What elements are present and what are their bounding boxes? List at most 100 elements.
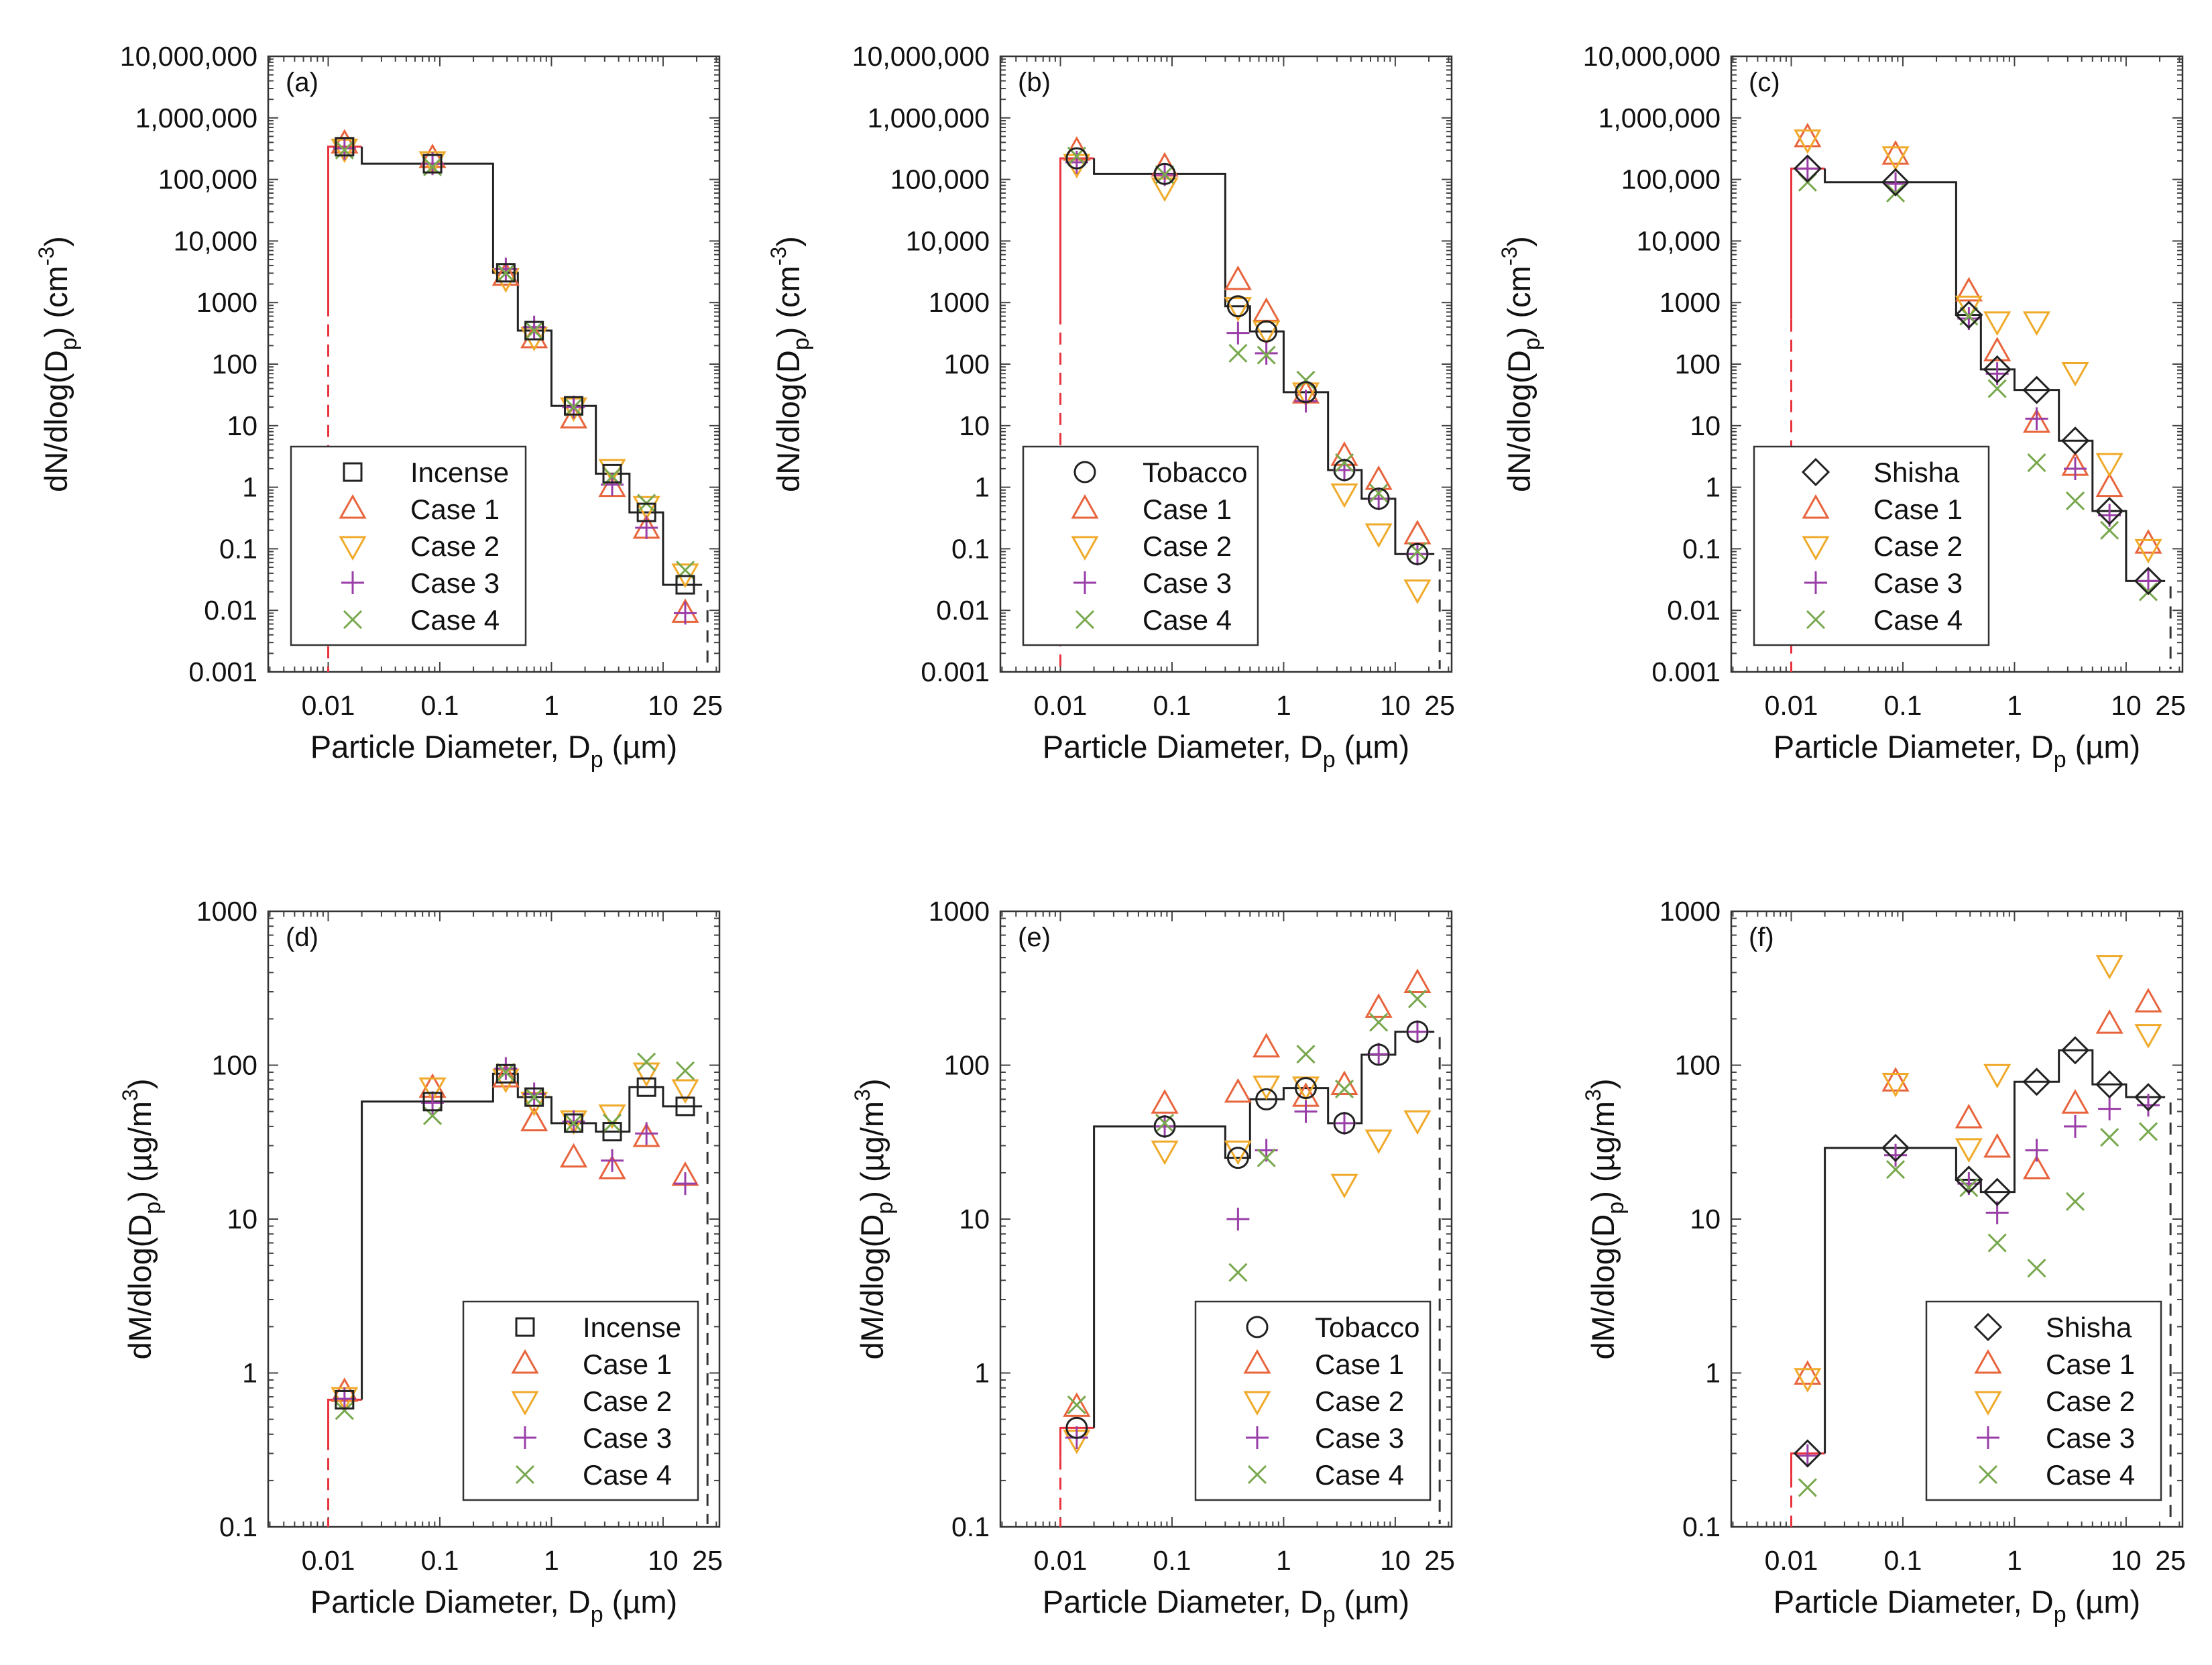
x-tick-label: 0.1 (420, 1545, 459, 1576)
legend-entry: Case 4 (1247, 1459, 1404, 1491)
legend-label: Case 3 (2046, 1422, 2135, 1454)
data-point (418, 1077, 447, 1102)
data-point (524, 1088, 544, 1107)
data-point (2061, 361, 2089, 387)
legend-label: Case 2 (2046, 1385, 2135, 1417)
data-point (1959, 1178, 1979, 1198)
data-point (1296, 370, 1316, 390)
panel-b: 0.01 0.1 1 10 2510,000,0001,000,000100,00010… (766, 41, 1455, 772)
y-tick-label: 1000 (1660, 896, 1721, 927)
data-point (1798, 1478, 1817, 1497)
y-axis-label: dM/dlog(Dp) (µg/m3) (1581, 1079, 1629, 1360)
y-tick-label: 1,000,000 (868, 103, 990, 133)
legend-entry: Incense (515, 1312, 681, 1343)
data-point (632, 496, 660, 521)
y-axis-label: dN/dlog(Dp) (cm-3) (1497, 236, 1545, 492)
y-tick-label: 0.01 (936, 595, 990, 626)
legend-label: Shisha (1873, 457, 1960, 488)
legend-marker (1801, 457, 1830, 487)
legend-label: Case 2 (1315, 1385, 1404, 1417)
legend: Tobacco Case 1 Case 2 Case 3 Case 4 (1022, 445, 1259, 646)
data-point (1885, 183, 1906, 203)
data-point (632, 1122, 660, 1147)
data-point (2027, 453, 2046, 473)
data-point (1226, 1208, 1250, 1230)
y-tick-label: 10,000 (1637, 225, 1721, 256)
legend-box (290, 445, 527, 646)
data-point (636, 1077, 656, 1097)
legend-marker (1071, 494, 1099, 519)
legend-entry: Case 4 (1806, 604, 1963, 636)
data-point (2138, 1122, 2158, 1141)
data-point (1367, 487, 1390, 510)
x-tick-label: 0.01 (302, 1545, 355, 1576)
data-point (1881, 146, 1910, 171)
x-tick-label: 0.01 (302, 690, 355, 721)
data-point (496, 263, 516, 283)
data-point (524, 321, 544, 341)
data-point (1367, 487, 1391, 510)
legend-entry: Case 3 (1073, 567, 1232, 599)
first-bin-step (1059, 1426, 1094, 1458)
data-point (1884, 172, 1908, 196)
data-point (491, 1063, 520, 1088)
legend-marker (1243, 1391, 1271, 1416)
data-point (1884, 1143, 1908, 1167)
y-axis-label: dN/dlog(Dp) (cm-3) (34, 236, 82, 492)
plot-frame (1730, 55, 2184, 673)
x-axis-label: Particle Diameter, Dp (µm) (310, 729, 677, 772)
y-tick-label: 1,000,000 (135, 103, 257, 133)
legend-marker (343, 462, 363, 482)
data-point (1794, 129, 1822, 154)
legend-marker (1806, 610, 1826, 630)
legend-entry: Shisha (1973, 1312, 2132, 1343)
legend-label: Case 3 (410, 567, 500, 599)
panel-label: (c) (1749, 68, 1780, 97)
y-tick-label: 10 (1690, 1204, 1721, 1235)
legend-box (1925, 1300, 2162, 1501)
data-point (559, 1143, 588, 1168)
legend-label: Case 2 (583, 1385, 672, 1417)
data-point (1224, 1078, 1252, 1103)
x-tick-label: 0.01 (1765, 690, 1818, 721)
data-point (524, 321, 544, 341)
axis-ticks (268, 911, 719, 1528)
x-tick-label: 0.1 (420, 690, 459, 721)
legend-box (462, 1300, 699, 1501)
data-point (1330, 1173, 1358, 1199)
legend: Tobacco Case 1 Case 2 Case 3 Case 4 (1194, 1300, 1432, 1501)
x-tick-label: 10 (1380, 690, 1411, 721)
data-point (496, 1064, 516, 1084)
data-point (2100, 520, 2119, 540)
data-point (602, 1122, 622, 1142)
y-tick-label: 100 (212, 1050, 257, 1081)
data-point (1405, 1020, 1429, 1043)
data-point (2027, 1259, 2046, 1278)
data-point (1065, 147, 1088, 170)
legend-box (1022, 445, 1259, 646)
panel-label: (e) (1018, 923, 1051, 952)
y-tick-label: 10,000 (906, 225, 990, 256)
legend-marker (339, 536, 367, 561)
data-point (1151, 1140, 1179, 1165)
data-point (635, 516, 658, 539)
data-point (2061, 1089, 2089, 1114)
y-tick-label: 1 (974, 472, 990, 503)
data-point (1955, 1138, 1983, 1163)
legend-entry: Shisha (1801, 457, 1960, 488)
data-point (1153, 162, 1176, 185)
data-point (335, 1389, 355, 1410)
data-point (2025, 407, 2048, 430)
x-tick-label: 25 (2155, 690, 2186, 721)
series-case-4 (335, 1052, 695, 1420)
y-tick-label: 1 (974, 1358, 990, 1389)
data-point (1255, 320, 1278, 343)
data-point (1957, 307, 1981, 331)
series-case-4 (1798, 1122, 2158, 1497)
data-point (1294, 390, 1318, 413)
y-tick-label: 0.01 (1667, 595, 1721, 626)
data-point (1796, 157, 1819, 180)
first-bin-step (1790, 167, 1825, 320)
y-tick-label: 100 (212, 349, 257, 380)
legend-entry: Case 1 (1243, 1348, 1404, 1380)
